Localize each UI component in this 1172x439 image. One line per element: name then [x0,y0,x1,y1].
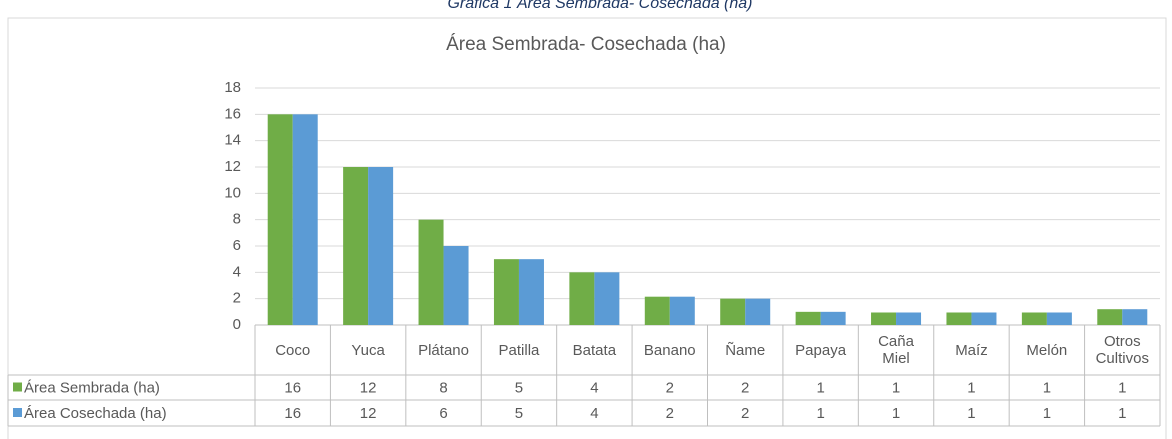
x-tick-label: Papaya [795,341,847,359]
bar [368,167,394,325]
bar [946,312,972,325]
table-value: 16 [284,405,301,422]
legend-swatch [13,408,22,417]
table-value: 2 [666,405,674,422]
x-tick-cell: Plátano [418,341,469,359]
table-value: 1 [892,405,900,422]
chart-title: Área Sembrada- Cosechada (ha) [446,34,726,55]
bar [896,312,922,325]
bar [443,246,469,325]
bar [795,311,821,325]
y-tick-label: 8 [233,211,241,228]
y-tick-label: 4 [233,263,241,280]
y-tick-label: 14 [224,132,241,149]
bar [267,114,293,325]
x-tick-cell: Banano [643,341,696,359]
x-tick-cell: Ñame [725,341,766,359]
x-tick-cell: Coco [275,341,311,359]
table-value: 4 [590,405,598,422]
x-tick-label: Melón [1026,341,1068,359]
bar [720,298,746,325]
x-tick-label: Banano [643,341,696,359]
x-tick-label: Ñame [725,341,766,359]
table-value: 1 [892,379,900,396]
bar [493,259,519,325]
bar [292,114,318,325]
legend-label: Área Sembrada (ha) [24,379,160,396]
bar [1097,309,1123,325]
x-tick-cell: Otros Cultivos [1095,333,1149,367]
x-tick-label: Patilla [498,341,540,359]
table-value: 16 [284,379,301,396]
x-tick-label: Plátano [418,341,469,359]
table-value: 5 [515,379,523,396]
y-tick-label: 18 [224,79,241,96]
bar [669,296,695,325]
table-value: 2 [741,379,749,396]
table-value: 4 [590,379,598,396]
x-tick-cell: Yuca [351,341,385,359]
table-value: 1 [1118,405,1126,422]
table-value: 1 [1043,405,1051,422]
y-tick-label: 6 [233,237,241,254]
table-value: 12 [360,379,377,396]
bar [418,219,444,325]
bar [871,312,897,325]
x-tick-cell: Papaya [795,341,847,359]
y-tick-label: 10 [224,184,241,201]
x-tick-cell: Maíz [955,341,988,359]
x-tick-label: Otros Cultivos [1095,333,1149,367]
chart-frame [7,17,1167,439]
bar [1122,309,1148,325]
x-tick-cell: Batata [572,341,617,359]
x-tick-label: Maíz [955,341,988,359]
y-tick-label: 2 [233,290,241,307]
table-value: 1 [967,405,975,422]
bar [569,272,595,325]
bar [518,259,544,325]
x-tick-label: Coco [275,341,311,359]
table-value: 8 [439,379,447,396]
legend-swatch [13,382,22,392]
table-value: 6 [439,405,447,422]
bar [1046,312,1072,325]
table-value: 1 [967,379,975,396]
x-tick-cell: Patilla [498,341,540,359]
caption: Gráfica 1 Área Sembrada- Cosechada (ha) [447,0,752,12]
x-tick-label: Caña Miel [878,333,914,367]
table-value: 5 [515,405,523,422]
y-tick-label: 16 [224,105,241,122]
y-tick-label: 12 [224,158,241,175]
table-value: 1 [1118,379,1126,396]
bar [820,311,846,325]
bar [644,296,670,325]
bar [1021,312,1047,325]
x-tick-cell: Melón [1026,341,1068,359]
table-value: 1 [816,405,824,422]
table-value: 1 [1043,379,1051,396]
x-tick-label: Batata [572,341,617,359]
x-tick-cell: Caña Miel [878,333,914,367]
x-tick-label: Yuca [351,341,385,359]
bar [594,272,620,325]
y-tick-label: 0 [233,316,241,333]
bar [745,298,771,325]
table-value: 2 [666,379,674,396]
bar [343,167,369,325]
legend-label: Área Cosechada (ha) [24,405,167,422]
bar [971,312,997,325]
table-value: 12 [360,405,377,422]
table-value: 1 [816,379,824,396]
table-value: 2 [741,405,749,422]
